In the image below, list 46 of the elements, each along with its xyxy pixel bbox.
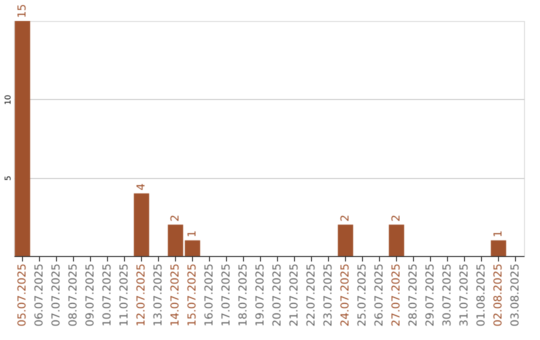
data-label: 1 xyxy=(186,230,198,238)
y-tick-label: 5 xyxy=(4,176,12,181)
data-label: 4 xyxy=(134,183,148,190)
x-tick-label: 27.07.2025 xyxy=(390,264,402,326)
data-label: 1 xyxy=(492,230,504,238)
x-tick-label: 30.07.2025 xyxy=(440,264,454,326)
data-label: 15 xyxy=(16,4,28,18)
bar xyxy=(490,240,506,256)
x-tick-label: 29.07.2025 xyxy=(424,264,436,326)
x-tick-label: 28.07.2025 xyxy=(406,264,420,326)
bar xyxy=(134,193,150,256)
x-tick-label: 17.07.2025 xyxy=(220,264,232,326)
bar xyxy=(14,21,30,256)
x-tick-label: 13.07.2025 xyxy=(152,264,164,326)
bar xyxy=(184,240,200,256)
x-tick-label: 16.07.2025 xyxy=(202,264,216,326)
x-tick-label: 02.08.2025 xyxy=(492,264,504,326)
data-label: 2 xyxy=(168,214,182,222)
x-tick-label: 31.07.2025 xyxy=(458,264,470,326)
x-tick-label: 09.07.2025 xyxy=(84,264,96,326)
x-tick-label: 03.08.2025 xyxy=(508,264,522,326)
x-tick-label: 08.07.2025 xyxy=(66,264,80,326)
data-label: 2 xyxy=(338,214,352,222)
y-tick-label: 10 xyxy=(4,94,12,105)
x-tick-label: 23.07.2025 xyxy=(322,264,334,326)
x-tick-label: 15.07.2025 xyxy=(186,264,198,326)
bar xyxy=(168,224,184,256)
x-tick-label: 21.07.2025 xyxy=(288,264,300,326)
bar xyxy=(338,224,354,256)
x-tick-label: 18.07.2025 xyxy=(236,264,250,326)
x-tick-label: 22.07.2025 xyxy=(304,264,318,326)
x-tick-label: 26.07.2025 xyxy=(372,264,386,326)
x-tick-label: 07.07.2025 xyxy=(50,264,62,326)
x-tick-label: 06.07.2025 xyxy=(32,264,46,326)
x-tick-label: 05.07.2025 xyxy=(16,264,28,326)
bar xyxy=(388,224,404,256)
x-tick-label: 12.07.2025 xyxy=(134,264,148,326)
x-tick-label: 19.07.2025 xyxy=(254,264,266,326)
x-tick-label: 14.07.2025 xyxy=(168,264,182,326)
x-tick-label: 25.07.2025 xyxy=(356,264,368,326)
x-tick-label: 11.07.2025 xyxy=(118,264,130,326)
x-tick-label: 24.07.2025 xyxy=(338,264,352,326)
x-tick-label: 10.07.2025 xyxy=(100,264,114,326)
data-label: 2 xyxy=(390,214,402,222)
x-tick-label: 01.08.2025 xyxy=(474,264,488,326)
x-tick-label: 20.07.2025 xyxy=(270,264,284,326)
